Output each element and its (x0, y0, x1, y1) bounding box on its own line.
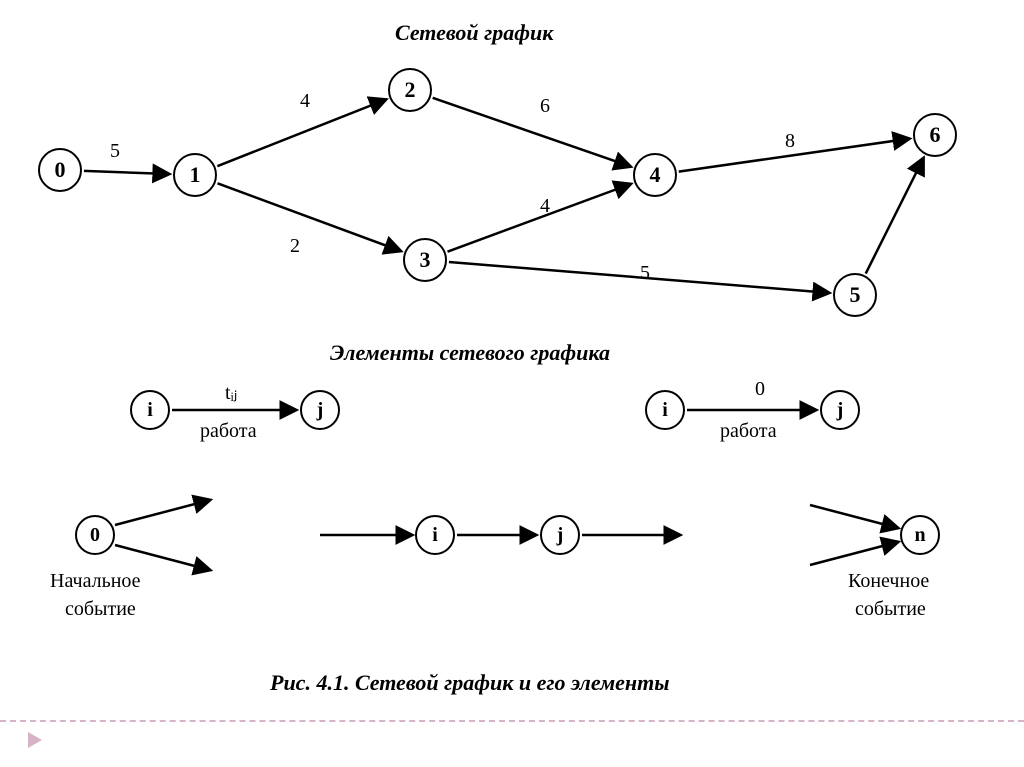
edge-0-1 (84, 171, 169, 174)
legend-start-label1: Начальное (50, 570, 141, 593)
edge-label-2-4: 6 (540, 95, 550, 118)
node-0: 0 (38, 148, 82, 192)
edge-label-4-6: 8 (785, 130, 795, 153)
legend-mid-i: i (415, 515, 455, 555)
play-marker-icon (28, 732, 42, 748)
node-3: 3 (403, 238, 447, 282)
legend-work-zero-bottom-label: работа (720, 420, 777, 443)
edge-1-3 (218, 183, 401, 251)
legend-work-tij-bottom-label: работа (200, 420, 257, 443)
legend-end-node: n (900, 515, 940, 555)
legend-end-label2: событие (855, 598, 926, 621)
title-main: Сетевой график (395, 20, 553, 46)
legend-end-label1: Конечное (848, 570, 929, 593)
node-1: 1 (173, 153, 217, 197)
legend-start-arrow-0 (115, 500, 210, 525)
legend-work-zero-i: i (645, 390, 685, 430)
edge-5-6 (866, 158, 924, 273)
legend-work-tij-top-label: tᵢⱼ (225, 380, 237, 405)
legend-start-node: 0 (75, 515, 115, 555)
figure-caption: Рис. 4.1. Сетевой график и его элементы (270, 670, 670, 696)
node-2: 2 (388, 68, 432, 112)
edge-label-3-4: 4 (540, 195, 550, 218)
legend-start-label2: событие (65, 598, 136, 621)
node-5: 5 (833, 273, 877, 317)
separator-line (0, 720, 1024, 722)
legend-end-arrow-0 (810, 505, 898, 528)
legend-work-zero-top-label: 0 (755, 378, 765, 401)
legend-work-zero-j: j (820, 390, 860, 430)
edge-3-5 (449, 262, 829, 293)
title-elements: Элементы сетевого графика (330, 340, 610, 366)
edge-label-3-5: 5 (640, 262, 650, 285)
edge-2-4 (433, 98, 631, 167)
legend-end-arrow-1 (810, 542, 898, 565)
legend-mid-j: j (540, 515, 580, 555)
edge-label-1-3: 2 (290, 235, 300, 258)
node-6: 6 (913, 113, 957, 157)
edge-label-0-1: 5 (110, 140, 120, 163)
edge-label-1-2: 4 (300, 90, 310, 113)
node-4: 4 (633, 153, 677, 197)
svg-edges-layer (0, 0, 1024, 767)
legend-start-arrow-1 (115, 545, 210, 570)
legend-work-tij-i: i (130, 390, 170, 430)
diagram-stage: Сетевой график Элементы сетевого графика Р… (0, 0, 1024, 767)
legend-work-tij-j: j (300, 390, 340, 430)
